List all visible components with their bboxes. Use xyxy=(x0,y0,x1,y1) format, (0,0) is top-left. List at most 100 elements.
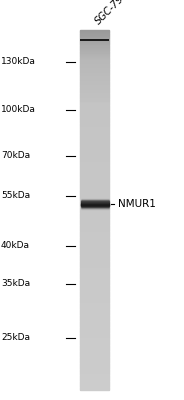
Bar xyxy=(80,216,109,217)
Bar xyxy=(80,193,109,194)
Bar xyxy=(80,104,109,106)
Bar xyxy=(80,258,109,259)
Bar xyxy=(80,119,109,120)
Bar xyxy=(80,68,109,70)
Bar xyxy=(80,254,109,256)
Bar xyxy=(80,80,109,82)
Bar xyxy=(80,313,109,314)
Bar xyxy=(80,175,109,176)
Text: 25kDa: 25kDa xyxy=(1,334,30,342)
Bar xyxy=(80,54,109,55)
Bar xyxy=(80,191,109,192)
Bar xyxy=(80,204,109,205)
Bar xyxy=(80,55,109,56)
Bar xyxy=(80,154,109,155)
Bar xyxy=(80,353,109,354)
Bar xyxy=(80,50,109,52)
Bar xyxy=(80,350,109,352)
Bar xyxy=(80,197,109,198)
Bar xyxy=(80,334,109,335)
Bar xyxy=(80,329,109,330)
Bar xyxy=(80,299,109,300)
Text: 130kDa: 130kDa xyxy=(1,58,36,66)
Bar xyxy=(80,227,109,228)
Bar xyxy=(80,292,109,293)
Bar xyxy=(80,115,109,116)
Bar xyxy=(80,181,109,182)
Bar xyxy=(80,222,109,223)
Bar xyxy=(80,302,109,304)
Bar xyxy=(80,382,109,383)
Bar xyxy=(80,233,109,234)
Bar xyxy=(80,248,109,250)
Bar xyxy=(80,310,109,311)
Bar xyxy=(80,308,109,310)
Bar xyxy=(80,259,109,260)
Bar xyxy=(80,101,109,102)
Bar xyxy=(80,324,109,325)
Bar xyxy=(80,169,109,170)
Bar xyxy=(80,314,109,316)
Bar xyxy=(80,60,109,61)
Bar xyxy=(80,253,109,254)
Bar xyxy=(80,330,109,331)
Bar xyxy=(80,278,109,280)
Bar xyxy=(80,284,109,286)
Bar xyxy=(80,244,109,245)
Bar xyxy=(80,120,109,121)
Bar xyxy=(80,263,109,264)
Bar xyxy=(80,203,109,204)
Bar xyxy=(80,64,109,65)
Bar xyxy=(80,252,109,253)
Bar xyxy=(80,194,109,196)
Bar xyxy=(80,311,109,312)
Bar xyxy=(80,247,109,248)
Bar xyxy=(80,40,109,41)
Bar xyxy=(80,48,109,49)
Bar xyxy=(80,234,109,235)
Bar xyxy=(80,322,109,323)
Bar xyxy=(80,76,109,77)
Bar xyxy=(80,214,109,215)
Bar xyxy=(80,346,109,347)
Bar xyxy=(80,385,109,386)
Bar xyxy=(80,95,109,96)
Bar xyxy=(80,270,109,271)
Bar xyxy=(80,294,109,295)
Bar xyxy=(80,96,109,97)
Bar xyxy=(80,276,109,277)
Bar xyxy=(80,328,109,329)
Bar xyxy=(80,320,109,322)
Bar xyxy=(80,354,109,355)
Bar xyxy=(80,178,109,179)
Bar xyxy=(80,319,109,320)
Bar xyxy=(80,168,109,169)
Bar xyxy=(80,268,109,269)
Text: SGC-7901: SGC-7901 xyxy=(93,0,135,26)
Bar xyxy=(80,61,109,62)
Bar xyxy=(80,49,109,50)
Text: NMUR1: NMUR1 xyxy=(118,199,156,209)
Bar xyxy=(80,245,109,246)
Bar xyxy=(80,34,109,35)
Bar xyxy=(80,283,109,284)
Bar xyxy=(80,77,109,78)
Bar xyxy=(80,59,109,60)
Bar xyxy=(80,326,109,328)
Bar xyxy=(80,264,109,265)
Bar xyxy=(80,30,109,31)
Bar xyxy=(80,223,109,224)
Bar xyxy=(80,361,109,362)
Bar xyxy=(80,230,109,232)
Bar xyxy=(80,358,109,359)
Bar xyxy=(80,82,109,83)
Bar xyxy=(80,136,109,137)
Bar xyxy=(80,143,109,144)
Bar xyxy=(80,43,109,44)
Bar xyxy=(80,384,109,385)
Bar xyxy=(80,360,109,361)
Bar xyxy=(80,149,109,150)
Bar xyxy=(80,336,109,337)
Bar xyxy=(80,79,109,80)
Bar xyxy=(80,190,109,191)
